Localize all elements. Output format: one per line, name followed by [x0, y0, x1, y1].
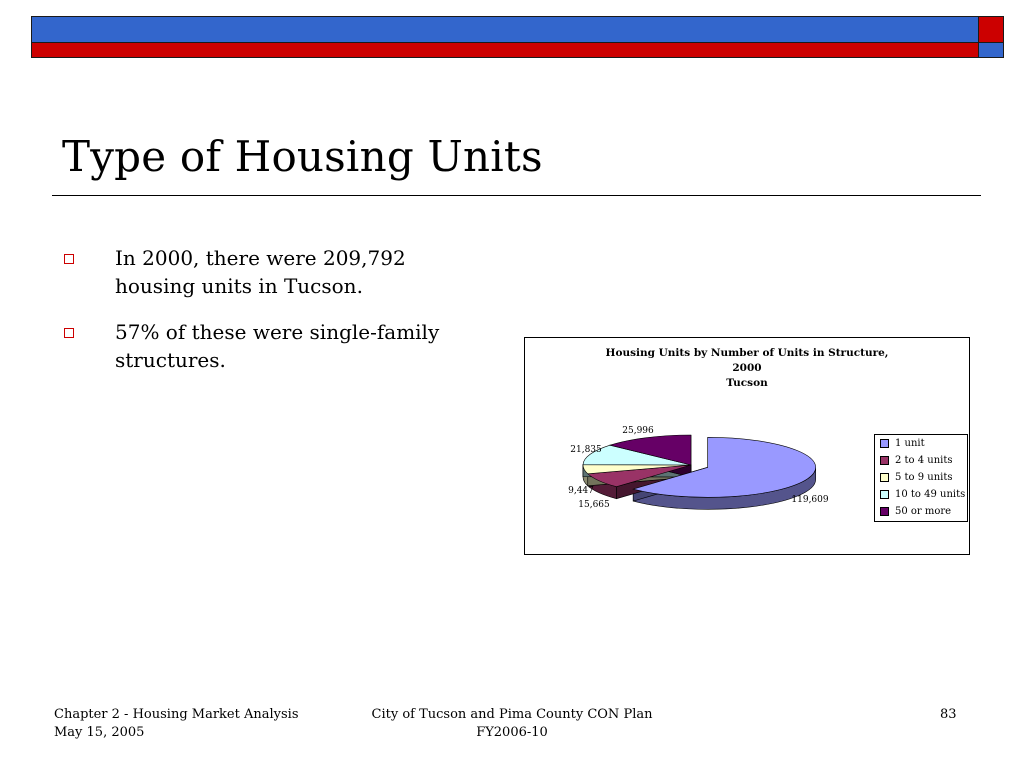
footer-chapter: Chapter 2 - Housing Market Analysis	[54, 707, 299, 722]
slide-title: Type of Housing Units	[62, 132, 543, 181]
footer-center: City of Tucson and Pima County CON Plan …	[362, 706, 662, 742]
chart-panel[interactable]: Housing Units by Number of Units in Stru…	[524, 337, 970, 555]
title-divider	[52, 195, 981, 196]
legend-swatch	[880, 490, 889, 499]
legend-label: 10 to 49 units	[895, 489, 966, 500]
legend-label: 50 or more	[895, 506, 952, 517]
page-number: 83	[940, 707, 957, 722]
footer-plan-title: City of Tucson and Pima County CON Plan	[371, 707, 653, 722]
chart-title-line: Tucson	[726, 377, 768, 389]
chart-title-line: Housing Units by Number of Units in Stru…	[605, 347, 889, 359]
pie-slice	[608, 434, 692, 466]
legend-label: 1 unit	[895, 438, 925, 449]
pie-data-label: 9,447	[568, 486, 594, 496]
pie-chart: 119,609 15,665 9,447 21,835 25,996	[568, 426, 829, 510]
legend-swatch	[880, 473, 889, 482]
legend-swatch	[880, 507, 889, 516]
header-square-blue	[978, 42, 1004, 58]
header-bar-blue	[31, 16, 979, 43]
chart-title: Housing Units by Number of Units in Stru…	[525, 346, 969, 391]
header-square-red	[978, 16, 1004, 43]
bullet-item: 57% of these were single-family structur…	[62, 318, 482, 374]
legend-item: 50 or more	[875, 503, 967, 520]
bullet-list: In 2000, there were 209,792 housing unit…	[62, 244, 482, 392]
bullet-text: In 2000, there were 209,792 housing unit…	[115, 246, 406, 298]
footer-date: May 15, 2005	[54, 725, 145, 740]
legend-label: 5 to 9 units	[895, 472, 953, 483]
pie-data-label: 15,665	[578, 500, 610, 510]
header-bar-red	[31, 42, 979, 58]
bullet-item: In 2000, there were 209,792 housing unit…	[62, 244, 482, 300]
pie-slice	[632, 437, 816, 498]
chart-legend: 1 unit 2 to 4 units 5 to 9 units 10 to 49 u…	[874, 434, 968, 522]
footer-fiscal-years: FY2006-10	[476, 725, 548, 740]
pie-data-label: 21,835	[570, 445, 602, 455]
legend-label: 2 to 4 units	[895, 455, 953, 466]
legend-item: 5 to 9 units	[875, 469, 967, 486]
pie-slice	[582, 444, 692, 466]
square-bullet-icon	[64, 254, 74, 264]
legend-swatch	[880, 456, 889, 465]
chart-title-line: 2000	[732, 362, 762, 374]
bullet-text: 57% of these were single-family structur…	[115, 320, 440, 372]
pie-data-label: 25,996	[622, 426, 654, 436]
square-bullet-icon	[64, 328, 74, 338]
legend-swatch	[880, 439, 889, 448]
legend-item: 2 to 4 units	[875, 452, 967, 469]
footer-left: Chapter 2 - Housing Market Analysis May …	[54, 706, 299, 742]
legend-item: 10 to 49 units	[875, 486, 967, 503]
legend-item: 1 unit	[875, 435, 967, 452]
pie-data-label: 119,609	[791, 495, 828, 505]
